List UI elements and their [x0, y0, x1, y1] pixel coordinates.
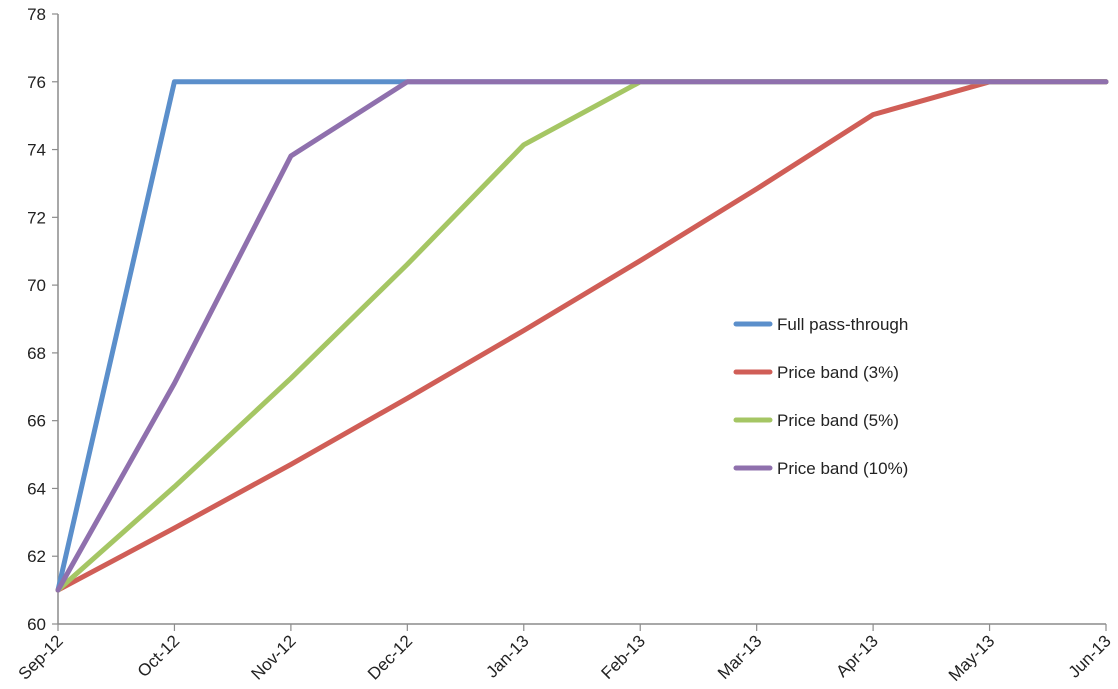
legend-label-0: Full pass-through: [777, 315, 908, 334]
x-tick-label: Apr-13: [832, 631, 882, 681]
y-tick-label: 60: [27, 615, 46, 634]
x-axis-ticks: Sep-12 Oct-12 Nov-12 Dec-12 Jan-13 Feb-13 Mar-…: [15, 624, 1115, 685]
legend: Full pass-through Price band (3%) Price ba…: [733, 315, 908, 478]
x-tick-label: Dec-12: [364, 631, 416, 683]
series-lines: [55, 79, 1109, 593]
y-tick-label: 72: [27, 208, 46, 227]
x-tick-label: Feb-13: [598, 631, 650, 683]
x-tick-label: Nov-12: [248, 631, 300, 683]
y-axis-ticks: 60 62 64 66 68 70 72 74 76 78: [27, 5, 58, 634]
x-tick-label: Jun-13: [1065, 631, 1115, 681]
x-tick-label: Jan-13: [482, 631, 532, 681]
series-line-2: [55, 79, 1109, 593]
y-tick-label: 64: [27, 479, 46, 498]
series-line-0: [55, 79, 1109, 593]
x-tick-label: Oct-12: [134, 631, 184, 681]
x-tick-label: May-13: [945, 631, 999, 685]
y-tick-label: 78: [27, 5, 46, 24]
y-tick-label: 68: [27, 344, 46, 363]
x-tick-label: Mar-13: [714, 631, 766, 683]
y-tick-label: 76: [27, 73, 46, 92]
series-line-3: [55, 79, 1109, 593]
legend-label-3: Price band (10%): [777, 459, 908, 478]
legend-label-2: Price band (5%): [777, 411, 899, 430]
legend-label-1: Price band (3%): [777, 363, 899, 382]
y-tick-label: 62: [27, 547, 46, 566]
y-tick-label: 74: [27, 141, 46, 160]
y-tick-label: 70: [27, 276, 46, 295]
axes: [57, 14, 1106, 625]
y-tick-label: 66: [27, 412, 46, 431]
series-line-1: [55, 79, 1109, 593]
x-tick-label: Sep-12: [15, 631, 67, 683]
